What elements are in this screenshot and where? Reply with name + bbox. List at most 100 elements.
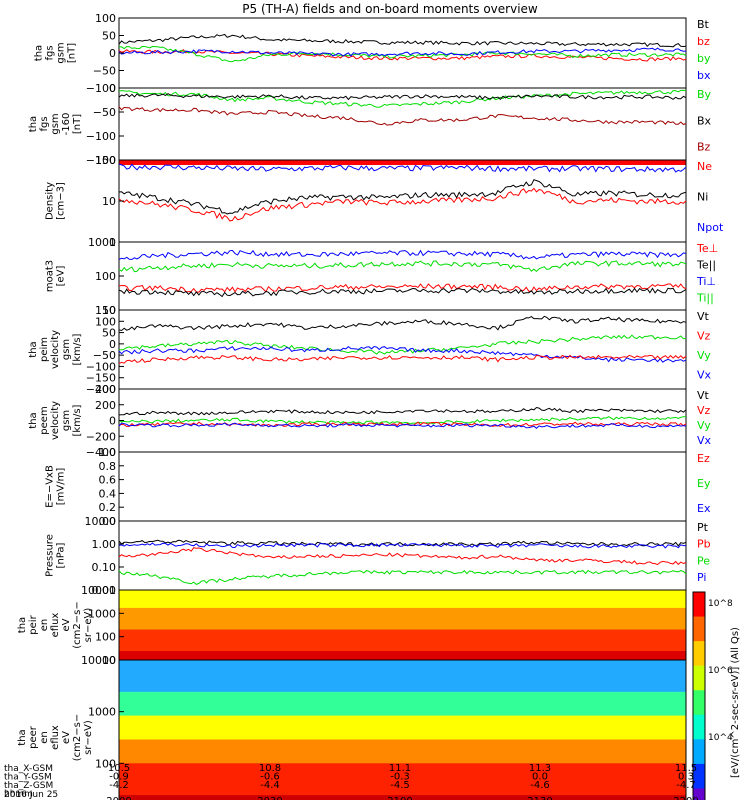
y-axis-label: (cm2−s− (72, 601, 83, 648)
spectrogram-band (119, 654, 686, 658)
series-Te||-line (118, 287, 687, 298)
legend-Vz: Vz (697, 330, 711, 343)
legend-bx: bx (697, 69, 711, 82)
spectrogram-band (119, 771, 686, 776)
ytick-label: 0.4 (99, 487, 117, 500)
spectrogram-band (119, 755, 686, 761)
spectrogram-band (119, 622, 686, 625)
ytick-label: −100 (86, 360, 116, 373)
series-Vt-line (118, 315, 687, 332)
ytick-label: −150 (86, 154, 116, 167)
spectrogram-band (119, 775, 686, 780)
spectrogram-band (119, 739, 686, 745)
y-axis-label: eflux (50, 725, 61, 750)
legend-Vz: Vz (697, 404, 711, 417)
y-axis-label: sr−eV) (83, 720, 94, 755)
y-axis-label: peem (39, 406, 50, 434)
spectrogram-band (119, 783, 686, 788)
y-axis-label: tha (34, 45, 45, 61)
legend-Bz: Bz (697, 141, 711, 154)
y-axis-label: tha (17, 729, 28, 745)
spectrogram-band (119, 604, 686, 607)
spectrogram-band (119, 715, 686, 721)
spectrogram-band (119, 620, 686, 623)
legend-Vy: Vy (697, 419, 711, 432)
panel-2: 0 −50 −100 −150 tha fgs gsm -160 [nT] By Bx Bz (28, 82, 712, 167)
ytick-label: 100 (95, 757, 116, 770)
spectrogram-band (119, 600, 686, 604)
y-axis-label: [km/s] (72, 404, 83, 436)
panel-9: 10000 1000 100 10 tha peir en eflux eV (cm2−s− sr−… (17, 584, 687, 667)
x-tick-label: 2030 (257, 796, 282, 800)
spectrogram-band (119, 658, 686, 661)
spectrogram-band (119, 747, 686, 753)
ytick-label: 100 (95, 12, 116, 25)
spectrogram-band (119, 636, 686, 640)
legend-bz: bz (697, 35, 710, 48)
y-axis-label: [km/s] (72, 333, 83, 365)
y-axis-label: eV (61, 731, 72, 744)
legend-Ne: Ne (697, 160, 712, 173)
y-axis-label: fgs (45, 45, 56, 60)
series-Pe-line (118, 569, 687, 585)
ephemeris-value: 0.0 (532, 772, 548, 783)
ytick-label: −100 (86, 82, 116, 95)
y-axis-label: fgs (39, 116, 50, 131)
series-Vx-line (118, 345, 687, 363)
ephemeris-value: -0.9 (109, 772, 129, 783)
ytick-label: 50 (102, 30, 116, 43)
panel-frame (118, 388, 687, 453)
ephemeris-value: -4.4 (260, 780, 280, 791)
panel-4: 1000 100 10 moat3 [eV] Te⊥ Te|| Ti⊥ Ti|| (45, 236, 719, 317)
spectrogram-band (119, 634, 686, 638)
spectrogram-band (119, 645, 686, 649)
spectrogram-band (119, 664, 686, 669)
ytick-label: 1000 (88, 706, 116, 719)
panel-frame (118, 159, 687, 243)
spectrogram-band (119, 660, 686, 665)
y-axis-label: peim (39, 337, 50, 362)
y-axis-label: Pressure (45, 534, 56, 577)
legend-Vx: Vx (697, 369, 712, 382)
y-axis-label: moat3 (45, 260, 56, 292)
legend-Ti||: Ti|| (696, 291, 714, 304)
x-tick-label: 2130 (527, 796, 552, 800)
colorbar-swatch (693, 788, 705, 800)
ytick-label: 1.00 (92, 538, 117, 551)
ephemeris-row-name: tha_X-GSM (4, 764, 53, 774)
series-Bt-line (118, 33, 687, 48)
x-axis: tha_X-GSM 10.5 10.8 11.1 11.3 11.5 tha_Y-GSM -0… (4, 763, 699, 800)
series-Te⊥-line (118, 283, 687, 293)
ephemeris-value: 10.8 (259, 763, 281, 774)
spectrogram-band (119, 719, 686, 725)
y-axis-label: velocity (50, 401, 61, 440)
spectrogram-band (119, 629, 686, 632)
spectrogram-band (119, 609, 686, 613)
colorbar-swatch (693, 763, 705, 789)
y-axis-label: -160 (61, 113, 72, 136)
spectrogram-band (119, 735, 686, 741)
ytick-label: 0 (109, 82, 116, 95)
series-Pi-line (118, 542, 686, 549)
ephemeris-value: 11.1 (389, 763, 411, 774)
spectrogram-band (119, 590, 686, 593)
y-axis-label: [nPa] (56, 542, 67, 568)
series-Pb-line (118, 547, 687, 566)
spectrogram-band (119, 642, 686, 645)
ytick-label: 10 (102, 654, 116, 667)
legend-Pi: Pi (697, 571, 706, 584)
spectrogram-band (119, 699, 686, 705)
y-axis-label: tha (28, 412, 39, 428)
spectrogram-band (119, 643, 686, 647)
ytick-label: 1.0 (99, 446, 117, 459)
panel-6: 400 200 0 −200 −400 tha peem velocity gsm [km/s] V… (28, 383, 712, 459)
colorbar-frame (692, 591, 706, 800)
ytick-label: 0.10 (92, 561, 117, 574)
y-axis-label: gsm (61, 339, 72, 360)
series-By-line (118, 89, 687, 108)
spectrogram-band (119, 651, 686, 654)
date-label: 2016 Jun 25 (4, 790, 58, 800)
